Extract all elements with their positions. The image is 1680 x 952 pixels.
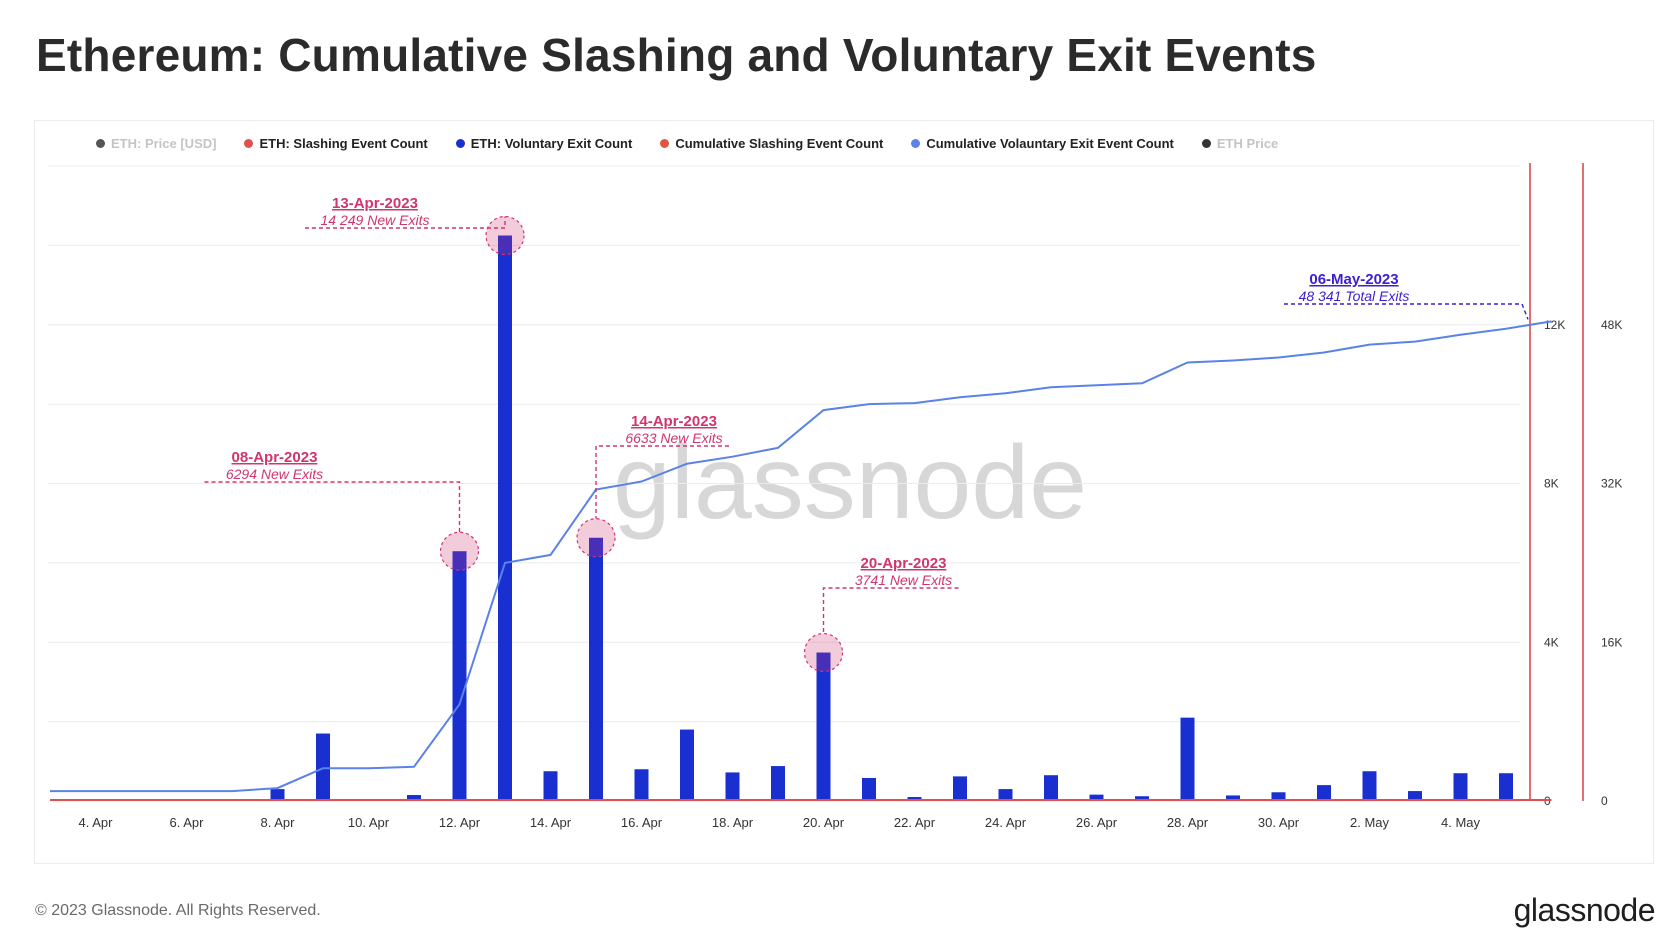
exit-count-bar bbox=[634, 769, 649, 801]
x-tick-label: 18. Apr bbox=[712, 815, 754, 830]
x-tick-label: 2. May bbox=[1350, 815, 1390, 830]
x-axis-ticks: 4. Apr 6. Apr 8. Apr 10. Apr 12. Apr 14. Apr 1… bbox=[79, 815, 1481, 830]
x-tick-label: 26. Apr bbox=[1076, 815, 1118, 830]
legend-dot-icon bbox=[1201, 138, 1211, 148]
footer-copyright: © 2023 Glassnode. All Rights Reserved. bbox=[35, 902, 321, 919]
x-tick-label: 22. Apr bbox=[894, 815, 936, 830]
legend-label: ETH: Price [USD] bbox=[111, 135, 217, 151]
x-tick-label: 12. Apr bbox=[439, 815, 481, 830]
annotation-value: 6294 New Exits bbox=[226, 466, 323, 482]
x-tick-label: 30. Apr bbox=[1258, 815, 1300, 830]
annotation-marker bbox=[576, 518, 616, 558]
annotation-leader bbox=[1284, 303, 1529, 320]
x-tick-label: 4. May bbox=[1441, 815, 1481, 830]
legend-label: Cumulative Slashing Event Count bbox=[675, 135, 884, 151]
legend-dot-icon bbox=[660, 138, 670, 148]
inner-y-tick-label: 4K bbox=[1544, 635, 1559, 649]
x-tick-label: 8. Apr bbox=[261, 815, 296, 830]
exit-count-bar bbox=[771, 766, 785, 801]
annotation-date: 06-May-2023 bbox=[1309, 271, 1398, 288]
exit-count-bar bbox=[1271, 792, 1286, 801]
exit-count-bar bbox=[725, 772, 740, 801]
annotation-marker bbox=[485, 215, 525, 256]
exit-count-bar bbox=[1362, 771, 1377, 801]
inner-y-tick-label: 12K bbox=[1544, 318, 1565, 332]
x-tick-label: 16. Apr bbox=[621, 815, 663, 830]
x-tick-label: 10. Apr bbox=[348, 815, 390, 830]
exit-count-bar bbox=[953, 776, 967, 801]
exit-count-bar bbox=[452, 551, 467, 801]
x-tick-label: 6. Apr bbox=[170, 815, 205, 830]
annotation-leader bbox=[204, 481, 461, 533]
legend-label: ETH Price bbox=[1216, 135, 1279, 151]
legend-item[interactable]: ETH: Price [USD] bbox=[96, 136, 216, 151]
x-tick-label: 4. Apr bbox=[79, 815, 114, 830]
exit-count-bars bbox=[270, 235, 1513, 802]
legend-label: Cumulative Volauntary Exit Event Count bbox=[926, 135, 1174, 151]
inner-y-tick-label: 8K bbox=[1544, 477, 1559, 491]
outer-y-tick-label: 0 bbox=[1601, 794, 1608, 808]
legend-item[interactable]: Cumulative Volauntary Exit Event Count bbox=[911, 136, 1174, 151]
annotation-value: 6633 New Exits bbox=[625, 430, 722, 446]
annotation-date: 13-Apr-2023 bbox=[332, 195, 418, 212]
outer-y-tick-label: 32K bbox=[1601, 477, 1622, 491]
exit-count-bar bbox=[680, 729, 694, 801]
annotation-marker bbox=[439, 531, 480, 571]
exit-count-bar bbox=[1089, 794, 1104, 801]
exit-count-bar bbox=[316, 733, 330, 801]
annotation-marker bbox=[803, 632, 844, 673]
grid-lines bbox=[48, 165, 1520, 802]
legend-item[interactable]: Cumulative Slashing Event Count bbox=[660, 136, 883, 151]
exit-count-bar bbox=[816, 652, 831, 801]
legend-dot-icon bbox=[455, 138, 465, 148]
exit-count-bar bbox=[1408, 791, 1422, 801]
x-tick-label: 14. Apr bbox=[530, 815, 572, 830]
annotation-value: 14 249 New Exits bbox=[321, 212, 430, 228]
x-tick-label: 24. Apr bbox=[985, 815, 1027, 830]
annotation-value: 3741 New Exits bbox=[855, 572, 952, 588]
exit-count-bar bbox=[1317, 785, 1331, 801]
exit-count-bar bbox=[543, 771, 558, 801]
exit-count-bar bbox=[270, 789, 285, 801]
annotation-date: 14-Apr-2023 bbox=[631, 413, 717, 430]
chart-legend: ETH: Price [USD] ETH: Slashing Event Coun… bbox=[96, 133, 1278, 153]
chart-frame bbox=[34, 120, 1654, 864]
exit-count-bar bbox=[1180, 717, 1195, 801]
annotation-value: 48 341 Total Exits bbox=[1299, 288, 1410, 304]
exit-count-bar bbox=[498, 235, 512, 802]
legend-dot-icon bbox=[96, 138, 105, 148]
exit-count-bar bbox=[998, 789, 1013, 801]
legend-dot-icon bbox=[911, 138, 921, 148]
exit-count-bar bbox=[1135, 796, 1149, 801]
exit-count-bar bbox=[589, 537, 603, 801]
exit-count-bar bbox=[407, 795, 421, 801]
exit-count-bar bbox=[862, 777, 876, 801]
annotation-leader bbox=[595, 445, 729, 519]
exit-count-bar bbox=[1226, 795, 1240, 801]
chart-title: Ethereum: Cumulative Slashing and Volunt… bbox=[36, 29, 1317, 81]
annotation-date: 20-Apr-2023 bbox=[861, 555, 947, 572]
x-tick-label: 28. Apr bbox=[1167, 815, 1209, 830]
exit-count-bar bbox=[1044, 775, 1058, 801]
outer-y-tick-label: 16K bbox=[1601, 635, 1622, 649]
legend-item[interactable]: ETH Price bbox=[1201, 135, 1279, 151]
x-tick-label: 20. Apr bbox=[803, 815, 845, 830]
outer-y-tick-label: 48K bbox=[1601, 318, 1622, 332]
annotation-leader bbox=[822, 587, 959, 634]
legend-label: ETH: Voluntary Exit Count bbox=[470, 135, 633, 151]
legend-dot-icon bbox=[244, 138, 254, 148]
exit-count-bar bbox=[1499, 773, 1513, 801]
legend-item[interactable]: ETH: Slashing Event Count bbox=[244, 135, 428, 151]
legend-item[interactable]: ETH: Voluntary Exit Count bbox=[455, 135, 633, 151]
legend-label: ETH: Slashing Event Count bbox=[259, 135, 428, 151]
annotation-date: 08-Apr-2023 bbox=[232, 449, 318, 466]
annotation-leader bbox=[305, 216, 506, 229]
footer-logo[interactable]: glassnode bbox=[1513, 892, 1656, 928]
cumulative-lines bbox=[50, 320, 1552, 801]
exit-count-bar bbox=[1453, 773, 1468, 801]
cumulative-exit-line bbox=[50, 320, 1552, 793]
